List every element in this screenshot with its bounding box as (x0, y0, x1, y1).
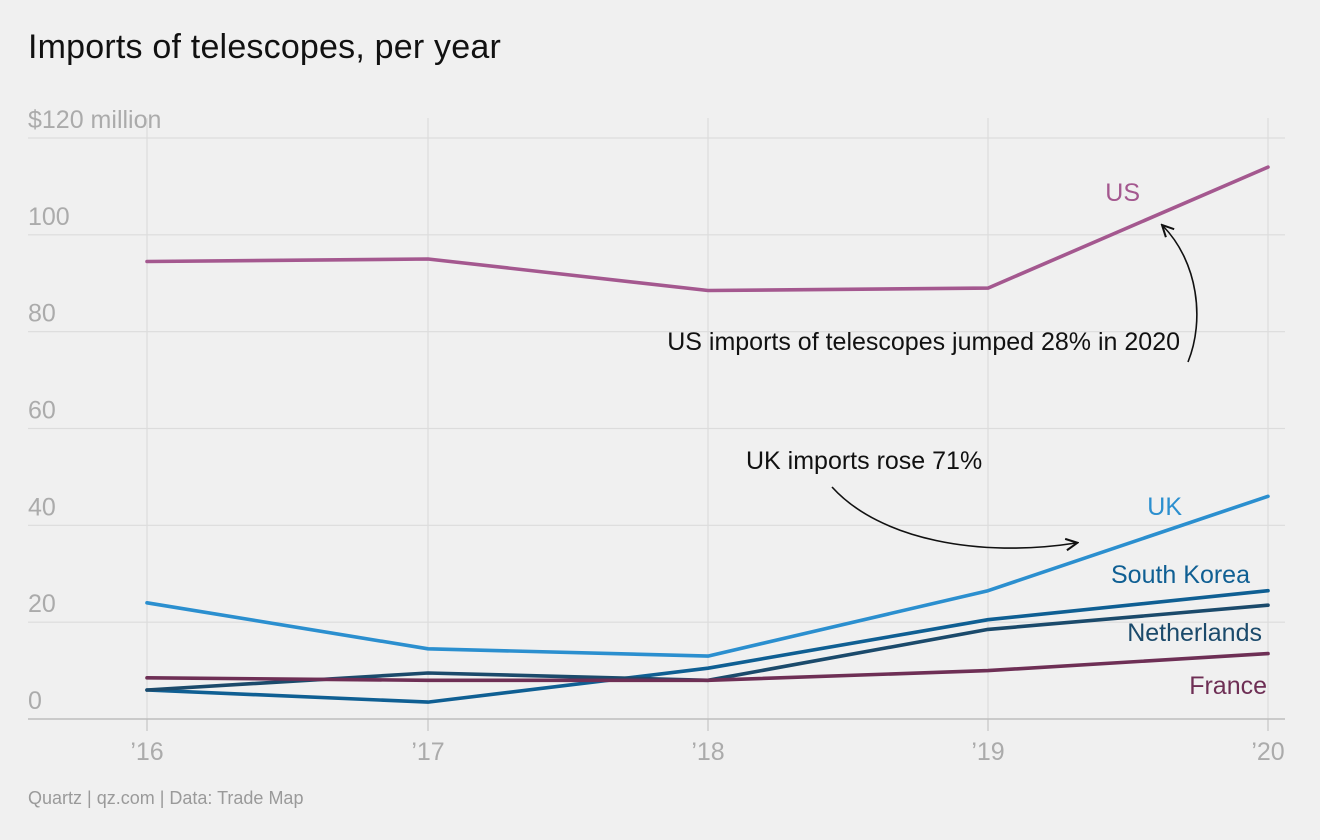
series-lines (145, 165, 1270, 704)
uk-annotation-arrow (831, 486, 1076, 548)
x-tick-label: ’18 (691, 738, 724, 766)
x-tick-label: ’20 (1251, 738, 1284, 766)
chart-title: Imports of telescopes, per year (28, 28, 501, 66)
us-annotation-arrow (1163, 226, 1198, 363)
series-labels: US UK South Korea Netherlands France (1105, 179, 1267, 700)
x-tick-label: ’16 (130, 738, 163, 766)
y-tick-label: 20 (28, 590, 56, 618)
source-footer: Quartz | qz.com | Data: Trade Map (28, 788, 304, 808)
grid-lines (28, 118, 1285, 719)
y-tick-label: 80 (28, 300, 56, 328)
series-line-france (145, 651, 1270, 683)
series-line-south-korea (145, 588, 1270, 704)
uk-annotation-text: UK imports rose 71% (746, 447, 982, 475)
series-label-south-korea: South Korea (1111, 561, 1250, 589)
annotations: US imports of telescopes jumped 28% in 2… (667, 226, 1198, 548)
x-tick-label: ’19 (971, 738, 1004, 766)
series-label-netherlands: Netherlands (1127, 619, 1262, 647)
y-tick-label: 60 (28, 397, 56, 425)
y-tick-label: 100 (28, 203, 70, 231)
series-line-us (145, 165, 1270, 293)
series-label-france: France (1189, 672, 1267, 700)
axes: 0 20 40 60 80 100 $120 million ’16 ’17 ’18 ’19 ’20 (28, 106, 1285, 766)
series-line-uk (145, 494, 1270, 658)
series-label-uk: UK (1147, 493, 1182, 521)
y-tick-label: 40 (28, 493, 56, 521)
y-tick-label: 0 (28, 687, 42, 715)
us-annotation-text: US imports of telescopes jumped 28% in 2… (667, 328, 1180, 356)
y-tick-label: $120 million (28, 106, 161, 134)
series-label-us: US (1105, 179, 1140, 207)
x-tick-label: ’17 (411, 738, 444, 766)
